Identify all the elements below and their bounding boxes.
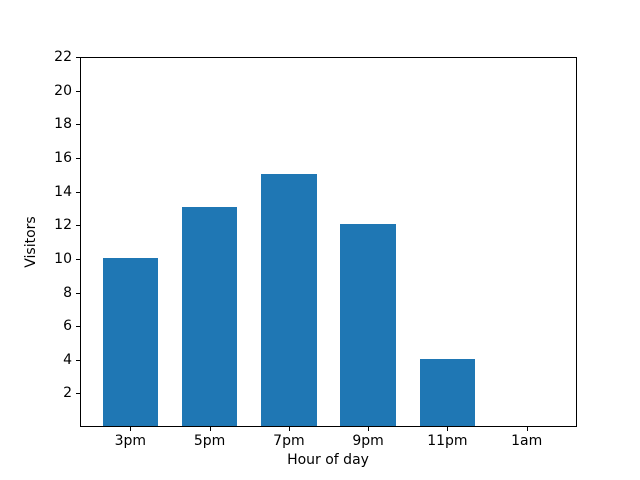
y-tick-label: 2	[63, 385, 72, 402]
x-tick-label: 9pm	[352, 433, 384, 449]
y-tick-mark	[76, 90, 80, 92]
y-tick-label: 4	[63, 351, 72, 368]
x-tick-label: 1am	[511, 433, 543, 449]
y-tick-label: 18	[54, 116, 72, 133]
x-tick-mark	[288, 427, 290, 431]
y-tick-label: 10	[54, 250, 72, 267]
y-tick-mark	[76, 258, 80, 260]
x-tick-mark	[368, 427, 370, 431]
y-tick-mark	[76, 124, 80, 126]
y-tick-mark	[76, 359, 80, 361]
bar-11pm	[419, 358, 476, 426]
y-tick-mark	[76, 157, 80, 159]
y-tick-mark	[76, 393, 80, 395]
y-tick-label: 8	[63, 284, 72, 301]
y-tick-label: 20	[54, 82, 72, 99]
x-tick-mark	[447, 427, 449, 431]
y-axis-label: Visitors	[23, 216, 39, 268]
y-tick-mark	[76, 225, 80, 227]
bar-9pm	[340, 224, 396, 426]
y-tick-mark	[76, 57, 80, 58]
y-tick-label: 22	[54, 49, 72, 65]
y-tick-label: 6	[63, 318, 72, 335]
x-tick-label: 7pm	[273, 433, 305, 449]
x-tick-label: 3pm	[114, 433, 147, 449]
plot-area	[80, 57, 577, 427]
y-tick-label: 14	[54, 183, 72, 200]
y-tick-mark	[76, 326, 80, 328]
y-tick-mark	[76, 292, 80, 294]
x-tick-label: 5pm	[193, 433, 226, 449]
bar-5pm	[181, 207, 238, 426]
bar-7pm	[261, 173, 317, 426]
x-tick-mark	[526, 427, 528, 431]
bar-3pm	[102, 257, 159, 426]
y-tick-label: 12	[54, 217, 72, 234]
y-tick-label: 16	[54, 149, 72, 166]
x-tick-mark	[209, 427, 211, 431]
x-tick-label: 11pm	[427, 433, 468, 449]
x-axis-label: Hour of day	[287, 452, 369, 468]
y-tick-mark	[76, 191, 80, 193]
x-tick-mark	[130, 427, 132, 431]
